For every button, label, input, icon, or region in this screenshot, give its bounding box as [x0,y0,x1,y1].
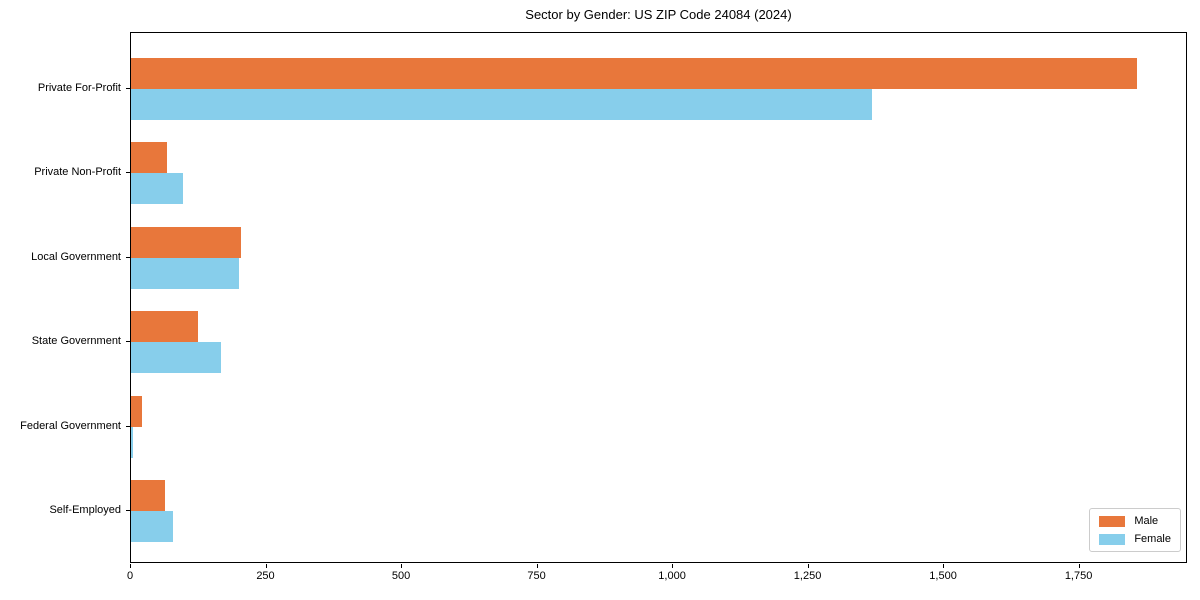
xtick-mark [807,564,809,568]
xtick-mark [1078,564,1080,568]
xtick-mark [536,564,538,568]
legend-item-female: Female [1099,533,1171,545]
ytick-label-federal-government: Federal Government [20,419,121,432]
bar-male-private-non-profit [131,142,167,174]
chart-title: Sector by Gender: US ZIP Code 24084 (202… [525,7,792,22]
ytick-label-self-employed: Self-Employed [49,504,121,517]
bar-male-state-government [131,311,199,343]
bar-male-federal-government [131,395,143,427]
xtick-label-1000: 1,000 [658,570,686,582]
ytick-mark [126,341,130,343]
xtick-label-500: 500 [391,570,411,582]
ytick-label-private-non-profit: Private Non-Profit [34,166,121,179]
bar-male-local-government [131,226,242,258]
legend-label-male: Male [1134,515,1159,527]
legend: Male Female [1089,508,1181,552]
xtick-mark [401,564,403,568]
xtick-mark [672,564,674,568]
legend-item-male: Male [1099,515,1171,527]
ytick-mark [126,172,130,174]
ytick-label-private-for-profit: Private For-Profit [37,81,121,94]
legend-label-female: Female [1134,533,1171,545]
ytick-label-state-government: State Government [31,335,121,348]
xtick-mark [130,564,131,568]
bar-male-private-for-profit [131,57,1137,89]
bar-female-federal-government [131,426,134,458]
legend-swatch-male [1099,515,1126,527]
ytick-mark [126,510,130,512]
ytick-mark [126,87,130,89]
bar-male-self-employed [131,480,166,512]
ytick-mark [126,425,130,427]
ytick-mark [126,256,130,258]
ytick-label-local-government: Local Government [31,250,121,263]
xtick-label-250: 250 [256,570,275,582]
xtick-label-0: 0 [126,570,134,582]
plot-area: Male Female [130,32,1187,563]
bar-female-private-for-profit [131,88,872,120]
legend-swatch-female [1099,533,1126,545]
bar-female-private-non-profit [131,173,184,205]
bar-female-self-employed [131,511,174,543]
bar-female-local-government [131,257,240,289]
xtick-label-750: 750 [527,570,546,582]
bar-female-state-government [131,342,221,374]
xtick-mark [943,564,945,568]
xtick-label-1750: 1,750 [1064,570,1093,582]
xtick-label-1500: 1,500 [929,570,957,582]
xtick-label-1250: 1,250 [793,570,822,582]
xtick-mark [265,564,267,568]
